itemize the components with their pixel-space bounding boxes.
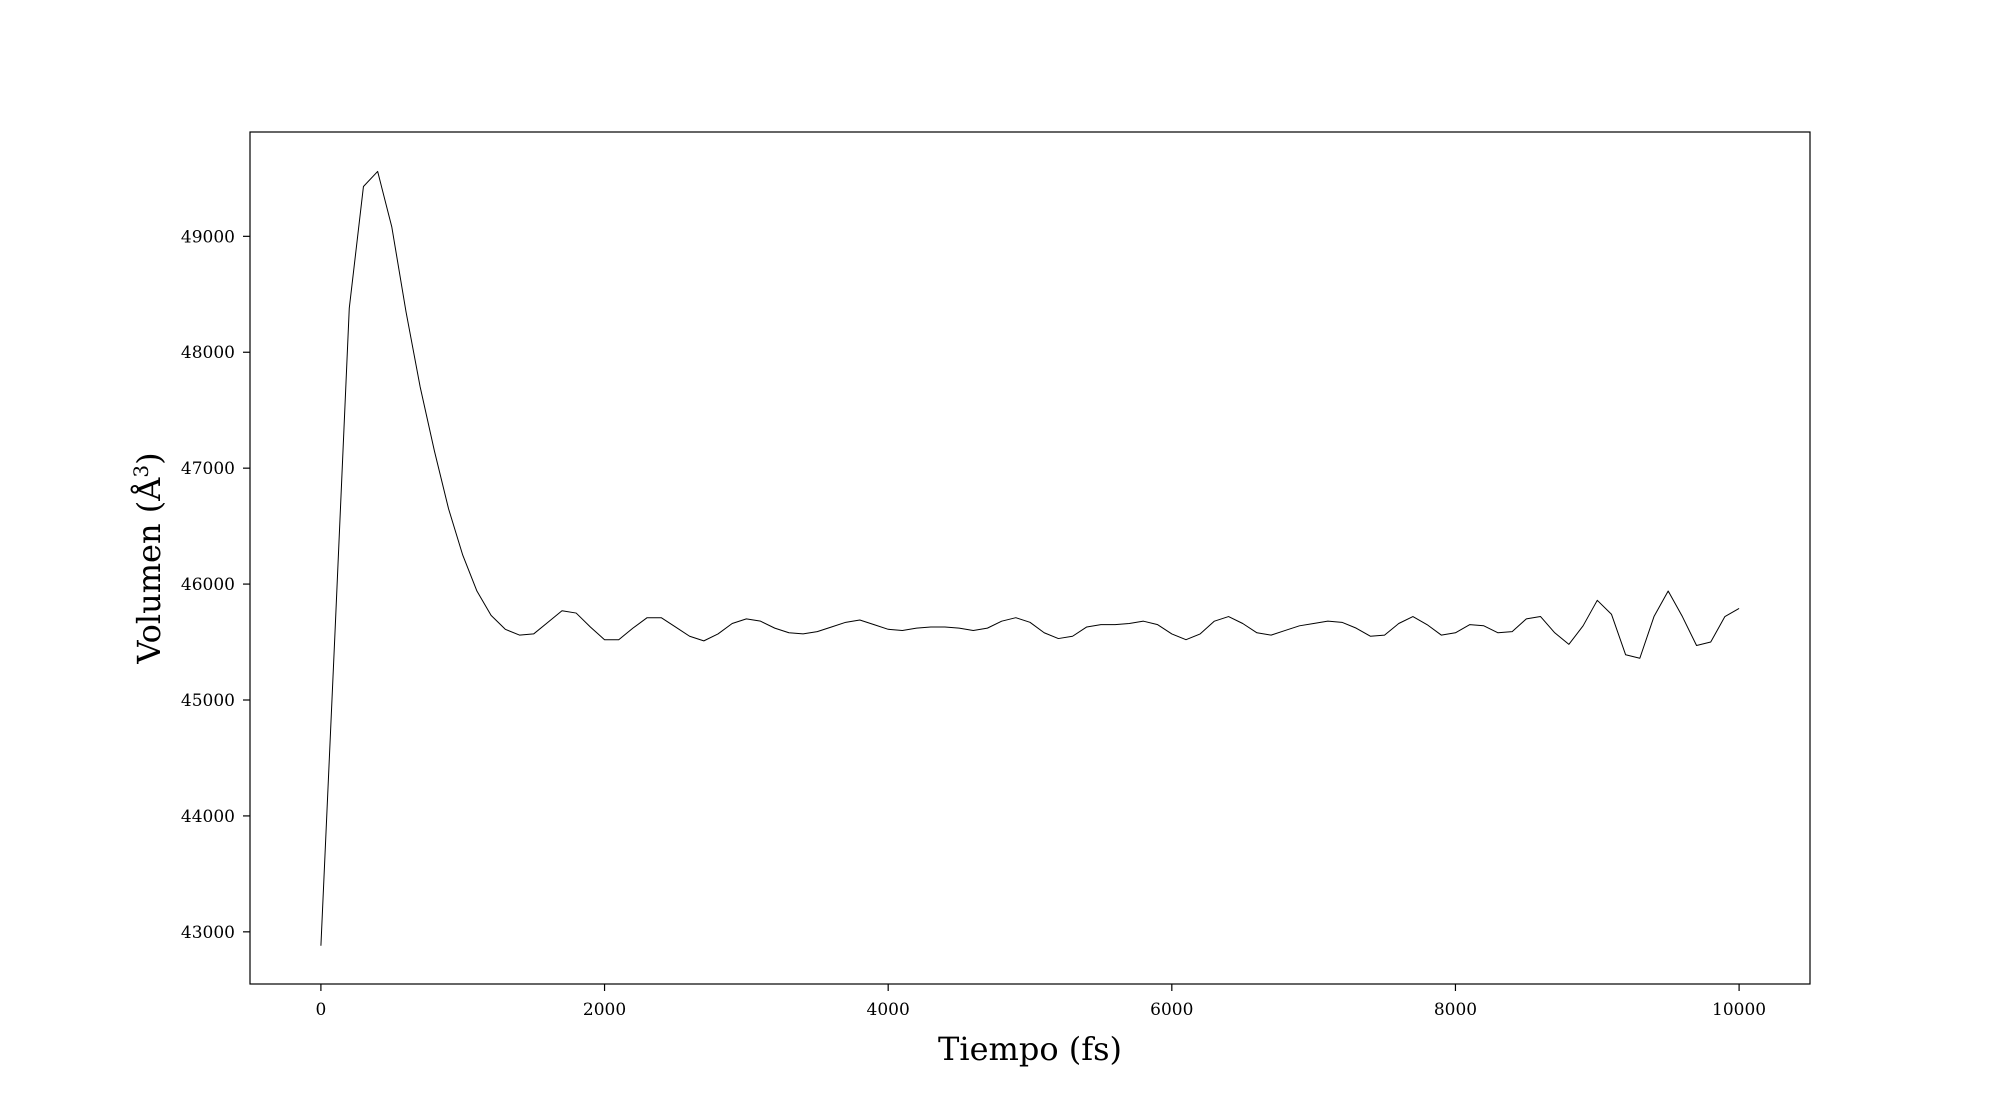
x-tick-label: 6000	[1150, 1000, 1193, 1020]
y-axis-label-text: Volumen (Å	[130, 477, 168, 665]
y-axis: 43000 44000 45000 46000 47000 48000 49000	[181, 227, 250, 943]
x-tick-label: 4000	[867, 1000, 910, 1020]
y-tick-label: 45000	[181, 691, 235, 711]
x-tick-label: 10000	[1712, 1000, 1766, 1020]
plot-frame	[249, 131, 1811, 985]
y-tick-label: 44000	[181, 807, 235, 827]
y-tick-label: 48000	[181, 343, 235, 363]
series-line	[320, 170, 1740, 946]
y-tick-label: 43000	[181, 923, 235, 943]
y-axis-label-superscript: 3	[129, 465, 153, 478]
y-axis-label: Volumen (Å3)	[129, 452, 168, 664]
x-tick-label: 0	[315, 1000, 326, 1020]
x-axis-label: Tiempo (fs)	[938, 1030, 1122, 1068]
y-axis-label-close: )	[130, 452, 168, 464]
x-tick-label: 8000	[1434, 1000, 1477, 1020]
y-tick-label: 47000	[181, 459, 235, 479]
x-axis: 0 2000 4000 6000 8000 10000	[315, 984, 1766, 1020]
y-tick-label: 49000	[181, 227, 235, 247]
x-tick-label: 2000	[583, 1000, 626, 1020]
y-tick-label: 46000	[181, 575, 235, 595]
